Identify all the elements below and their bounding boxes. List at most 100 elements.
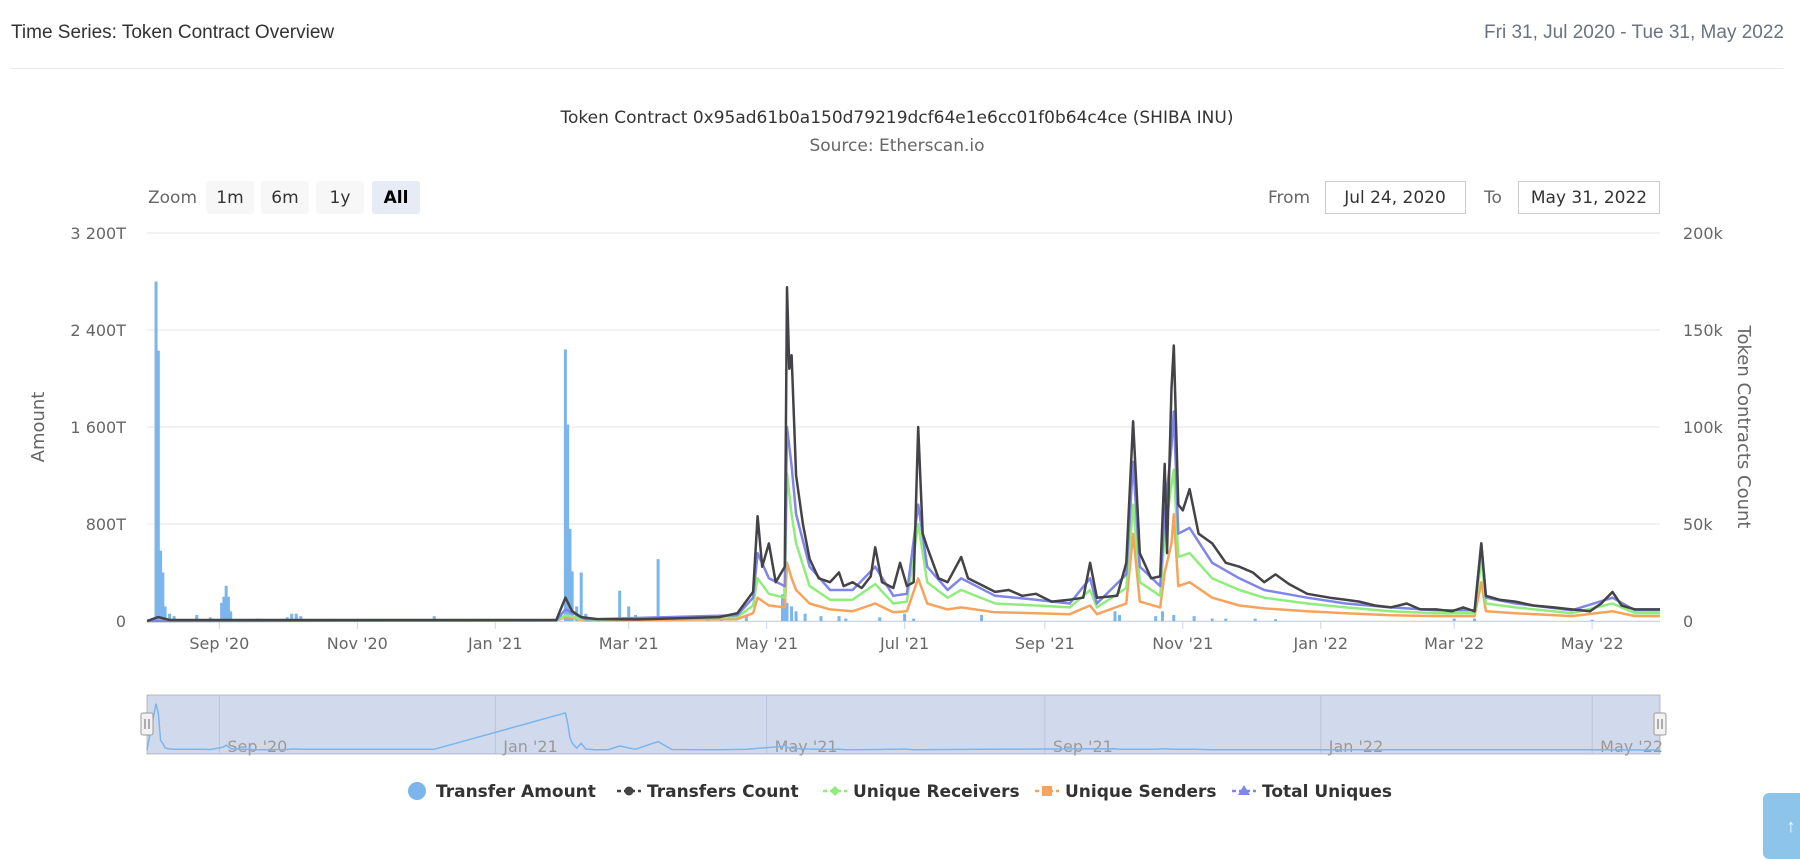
zoom-1m-label: 1m (216, 188, 243, 208)
navigator-right-handle[interactable] (1653, 712, 1667, 736)
amount-bar (579, 572, 583, 621)
page-header: Time Series: Token Contract Overview Fri… (10, 0, 1784, 69)
navigator-left-handle[interactable] (140, 712, 154, 736)
amount-bar (744, 616, 748, 621)
legend-label: Unique Senders (1065, 782, 1217, 802)
amount-bar (1253, 618, 1257, 621)
amount-bar (290, 613, 294, 621)
series-line (146, 513, 1660, 623)
amount-bar (912, 618, 916, 621)
y-left-tick-label: 3 200T (70, 224, 126, 243)
y-left-tick-label: 2 400T (70, 321, 126, 340)
amount-bar (1274, 619, 1278, 621)
amount-bar (1473, 618, 1477, 621)
amount-bar (1590, 619, 1594, 621)
left-axis: 0 800T 1 600T 2 400T 3 200T (70, 224, 126, 631)
legend-item-transfers-count[interactable]: Transfers Count (617, 782, 799, 802)
from-label: From (1268, 188, 1310, 208)
legend-item-unique-senders[interactable]: Unique Senders (1035, 782, 1217, 802)
y-right-tick-label: 0 (1683, 612, 1693, 631)
y-left-tick-label: 0 (116, 612, 126, 631)
y-left-tick-label: 1 600T (70, 418, 126, 437)
legend-marker (624, 786, 634, 796)
zoom-1y-button[interactable]: 1y (316, 181, 364, 214)
date-range: Fri 31, Jul 2020 - Tue 31, May 2022 (1484, 22, 1784, 43)
legend-marker (408, 782, 426, 800)
x-tick-label: Jul '21 (879, 634, 929, 653)
zoom-all-button[interactable]: All (372, 181, 420, 214)
x-tick-label: Sep '20 (189, 634, 249, 653)
amount-bar (195, 614, 199, 621)
y-right-tick-label: 150k (1683, 321, 1724, 340)
amount-bar (803, 613, 807, 621)
y-right-tick-label: 200k (1683, 224, 1724, 243)
legend-marker (830, 786, 840, 796)
amount-bar (903, 613, 907, 621)
x-tick-label: Mar '22 (1424, 634, 1484, 653)
amount-bar (563, 349, 567, 621)
chart-title: Token Contract 0x95ad61b0a150d79219dcf64… (560, 108, 1234, 128)
navigator-tick-label: May '21 (775, 737, 838, 756)
series-line (146, 410, 1660, 623)
amount-bar (163, 606, 167, 621)
right-axis: 0 50k 100k 150k 200k (1683, 224, 1724, 631)
amount-bar (618, 590, 622, 621)
x-tick-label: Jan '22 (1293, 634, 1349, 653)
navigator-series (146, 703, 1661, 751)
amount-bar (220, 602, 224, 621)
zoom-6m-button[interactable]: 6m (261, 181, 309, 214)
y-right-label: Token Contracts Count (1733, 325, 1754, 529)
amount-bar (432, 616, 436, 621)
legend-item-total-uniques[interactable]: Total Uniques (1232, 782, 1392, 802)
arrow-up-icon: ↑ (1786, 816, 1796, 836)
amount-bar (566, 424, 570, 621)
x-tick-label: Sep '21 (1015, 634, 1075, 653)
series-unique-senders (146, 513, 1660, 623)
amount-bar (844, 618, 848, 621)
x-axis: Sep '20 Nov '20 Jan '21 Mar '21 May '21 Jul '… (147, 621, 1660, 653)
to-date-value: May 31, 2022 (1531, 188, 1647, 208)
series-unique-receivers (146, 468, 1660, 623)
to-label: To (1483, 188, 1502, 208)
navigator-tick-label: Jan '21 (502, 737, 558, 756)
legend: Transfer Amount Transfers Count Unique Rec… (408, 782, 1392, 802)
y-right-tick-label: 50k (1683, 515, 1713, 534)
y-right-tick-label: 100k (1683, 418, 1724, 437)
navigator-tick-label: Sep '21 (1053, 737, 1113, 756)
amount-bar (785, 602, 789, 621)
to-date-input[interactable]: May 31, 2022 (1518, 181, 1660, 214)
legend-marker (1042, 786, 1052, 796)
series-transfers-count (146, 286, 1660, 623)
from-date-input[interactable]: Jul 24, 2020 (1325, 181, 1466, 214)
x-tick-label: Jan '21 (467, 634, 523, 653)
amount-bar (161, 572, 165, 621)
legend-label: Total Uniques (1262, 782, 1392, 802)
zoom-1m-button[interactable]: 1m (206, 181, 254, 214)
amount-bar (1172, 614, 1176, 621)
series-line (146, 468, 1660, 623)
navigator-tick-label: Jan '22 (1328, 737, 1384, 756)
amount-bar (294, 613, 298, 621)
amount-bar (1113, 611, 1117, 621)
legend-item-transfer-amount[interactable]: Transfer Amount (408, 782, 596, 802)
legend-label: Transfer Amount (436, 782, 596, 802)
series-transfer-amount (154, 281, 1594, 621)
amount-bar (224, 585, 228, 621)
amount-bar (156, 350, 160, 621)
amount-bar (172, 616, 176, 621)
amount-bar (819, 616, 823, 621)
x-tick-label: Nov '21 (1152, 634, 1213, 653)
amount-bar (627, 606, 631, 621)
amount-bar (837, 616, 841, 621)
navigator[interactable]: Sep '20 Jan '21 May '21 Sep '21 Jan '22 May '… (140, 694, 1667, 756)
amount-bar (1452, 618, 1456, 621)
amount-bar (154, 281, 158, 621)
amount-bar (1160, 611, 1164, 621)
zoom-label: Zoom (148, 188, 197, 208)
x-tick-label: Mar '21 (599, 634, 659, 653)
amount-bar (222, 596, 226, 621)
legend-label: Unique Receivers (853, 782, 1020, 802)
legend-item-unique-receivers[interactable]: Unique Receivers (823, 782, 1020, 802)
scroll-top-button[interactable]: ↑ (1763, 793, 1800, 859)
